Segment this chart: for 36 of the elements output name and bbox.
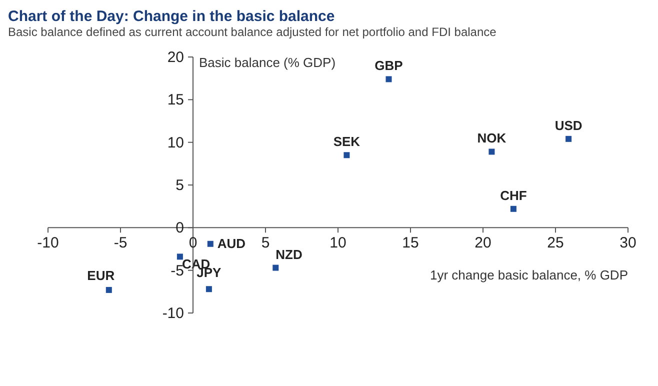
x-tick-label: 5 bbox=[261, 234, 270, 252]
x-tick-label: 15 bbox=[402, 234, 419, 252]
x-tick-label: -10 bbox=[37, 234, 59, 252]
x-axis-title: 1yr change basic balance, % GDP bbox=[430, 268, 628, 283]
y-tick-label: -5 bbox=[170, 262, 184, 280]
annotation: EUR bbox=[87, 268, 116, 283]
x-tick-label: 10 bbox=[330, 234, 346, 252]
y-tick-label: 20 bbox=[167, 49, 184, 66]
point bbox=[344, 152, 350, 158]
point bbox=[106, 286, 112, 293]
annotation: GBP bbox=[374, 58, 404, 74]
annotation: USD bbox=[554, 118, 582, 133]
point bbox=[207, 240, 214, 247]
y-tick-label: -10 bbox=[162, 305, 184, 322]
x-tick-label: 20 bbox=[474, 234, 492, 252]
y-tick-label: 5 bbox=[176, 177, 184, 194]
point bbox=[566, 136, 572, 142]
annotation: NZD bbox=[276, 246, 302, 262]
x-tick-label: 30 bbox=[620, 234, 636, 252]
point bbox=[386, 76, 392, 82]
chart-title: Chart of the Day: Change in the basic balance bbox=[8, 8, 336, 25]
chart-subtitle: Basic balance defined as current account balance adjusted for net portfolio and FDI balance bbox=[8, 25, 498, 39]
y-tick-label: 15 bbox=[167, 92, 184, 109]
point bbox=[206, 286, 212, 292]
annotation: CHF bbox=[500, 188, 527, 203]
x-tick-label: 25 bbox=[547, 234, 564, 252]
x-tick-label: -5 bbox=[114, 234, 128, 252]
point bbox=[272, 264, 279, 271]
point bbox=[488, 148, 495, 155]
y-axis-title: Basic balance (% GDP) bbox=[199, 55, 336, 70]
annotation: AUD bbox=[217, 236, 246, 251]
y-tick-label: 10 bbox=[167, 134, 184, 152]
point bbox=[176, 254, 183, 260]
point bbox=[510, 206, 516, 212]
annotation: SEK bbox=[333, 134, 361, 150]
annotation: NOK bbox=[477, 130, 507, 146]
